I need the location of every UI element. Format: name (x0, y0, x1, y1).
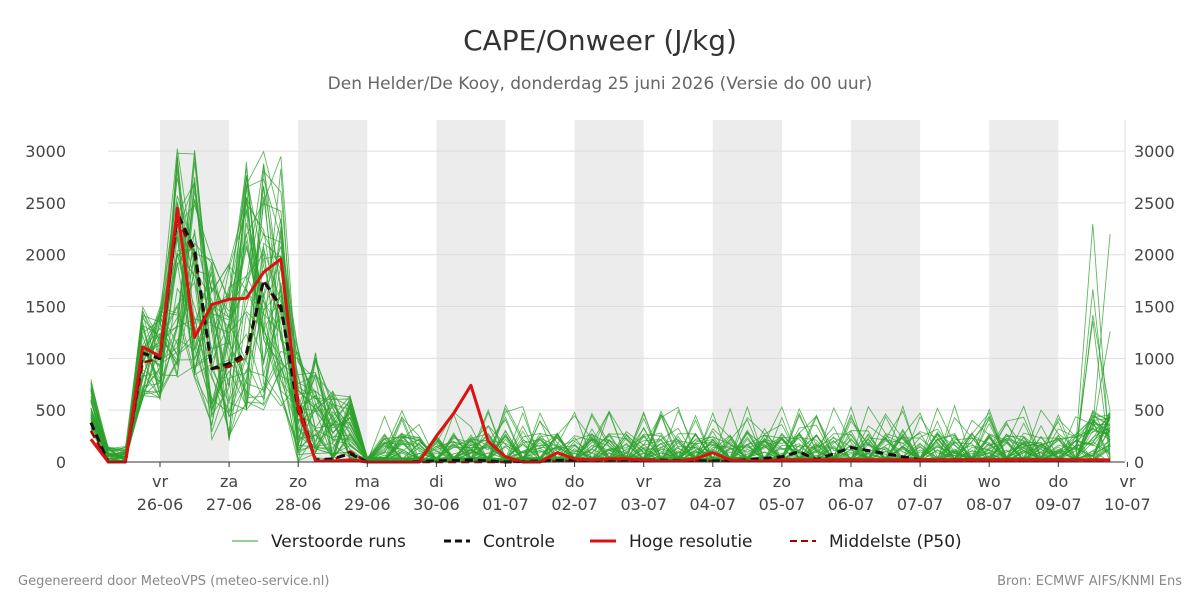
legend: Verstoorde runs Controle Hoge resolutie … (232, 532, 962, 552)
footer-source: Bron: ECMWF AIFS/KNMI Ens (997, 574, 1182, 589)
x-tick-day-07-07: di (913, 472, 928, 491)
y-tick-right-2000: 2000 (1134, 246, 1175, 265)
y-tick-left-1000: 1000 (25, 349, 66, 368)
footer-generated-by: Gegenereerd door MeteoVPS (meteo-service… (18, 574, 329, 589)
x-tick-date-26-06: 26-06 (137, 495, 184, 514)
legend-label-control: Controle (483, 532, 555, 552)
shade-08-07 (989, 120, 1059, 462)
x-tick-date-28-06: 28-06 (275, 495, 322, 514)
legend-label-ensemble: Verstoorde runs (271, 532, 406, 552)
x-tick-day-30-06: di (429, 472, 444, 491)
x-tick-date-10-07: 10-07 (1104, 495, 1151, 514)
y-tick-right-1000: 1000 (1134, 349, 1175, 368)
x-tick-date-05-07: 05-07 (759, 495, 806, 514)
y-tick-left-3000: 3000 (25, 142, 66, 161)
axes: 0 0 500 500 1000 1000 1500 1500 2000 2000 2500 2500… (25, 120, 1175, 514)
x-tick-date-03-07: 03-07 (620, 495, 667, 514)
x-tick-day-29-06: ma (355, 472, 380, 491)
x-tick-day-06-07: ma (838, 472, 863, 491)
x-tick-day-05-07: zo (773, 472, 791, 491)
x-tick-date-27-06: 27-06 (206, 495, 253, 514)
y-tick-right-0: 0 (1134, 453, 1144, 472)
x-tick-date-01-07: 01-07 (482, 495, 529, 514)
shade-04-07 (712, 120, 782, 462)
x-tick-day-01-07: wo (494, 472, 517, 491)
chart-title: CAPE/Onweer (J/kg) (463, 24, 737, 57)
x-tick-day-10-07: vr (1119, 472, 1135, 491)
legend-label-high-res: Hoge resolutie (629, 532, 753, 552)
x-tick-day-02-07: do (565, 472, 585, 491)
main-series (89, 206, 1111, 464)
x-tick-date-04-07: 04-07 (690, 495, 737, 514)
series-control (89, 211, 1111, 464)
y-tick-left-1500: 1500 (25, 298, 66, 317)
chart-subtitle: Den Helder/De Kooy, donderdag 25 juni 20… (328, 74, 873, 94)
shade-06-07 (851, 120, 921, 462)
x-tick-date-30-06: 30-06 (413, 495, 460, 514)
x-tick-day-04-07: za (704, 472, 722, 491)
shade-02-07 (574, 120, 644, 462)
series-high-res (89, 206, 1111, 464)
legend-label-median: Middelste (P50) (829, 532, 962, 552)
y-tick-right-500: 500 (1134, 401, 1165, 420)
x-tick-day-08-07: wo (978, 472, 1001, 491)
x-tick-day-27-06: za (220, 472, 238, 491)
x-tick-date-29-06: 29-06 (344, 495, 391, 514)
weekend-shading (160, 120, 1059, 462)
x-tick-day-26-06: vr (152, 472, 168, 491)
x-tick-date-09-07: 09-07 (1035, 495, 1082, 514)
x-tick-day-09-07: do (1048, 472, 1068, 491)
x-tick-date-06-07: 06-07 (828, 495, 875, 514)
y-tick-left-0: 0 (56, 453, 66, 472)
x-tick-date-07-07: 07-07 (897, 495, 944, 514)
x-tick-date-08-07: 08-07 (966, 495, 1013, 514)
ensemble-member-28 (90, 204, 1111, 463)
ensemble-member-47 (90, 231, 1111, 463)
y-tick-left-2000: 2000 (25, 246, 66, 265)
ensemble-member-45 (90, 248, 1111, 463)
x-tick-date-02-07: 02-07 (551, 495, 598, 514)
y-tick-right-3000: 3000 (1134, 142, 1175, 161)
y-tick-left-2500: 2500 (25, 194, 66, 213)
y-tick-right-2500: 2500 (1134, 194, 1175, 213)
shade-30-06 (436, 120, 506, 462)
x-tick-day-03-07: vr (636, 472, 652, 491)
x-tick-day-28-06: zo (289, 472, 307, 491)
y-tick-right-1500: 1500 (1134, 298, 1175, 317)
y-tick-left-500: 500 (35, 401, 66, 420)
